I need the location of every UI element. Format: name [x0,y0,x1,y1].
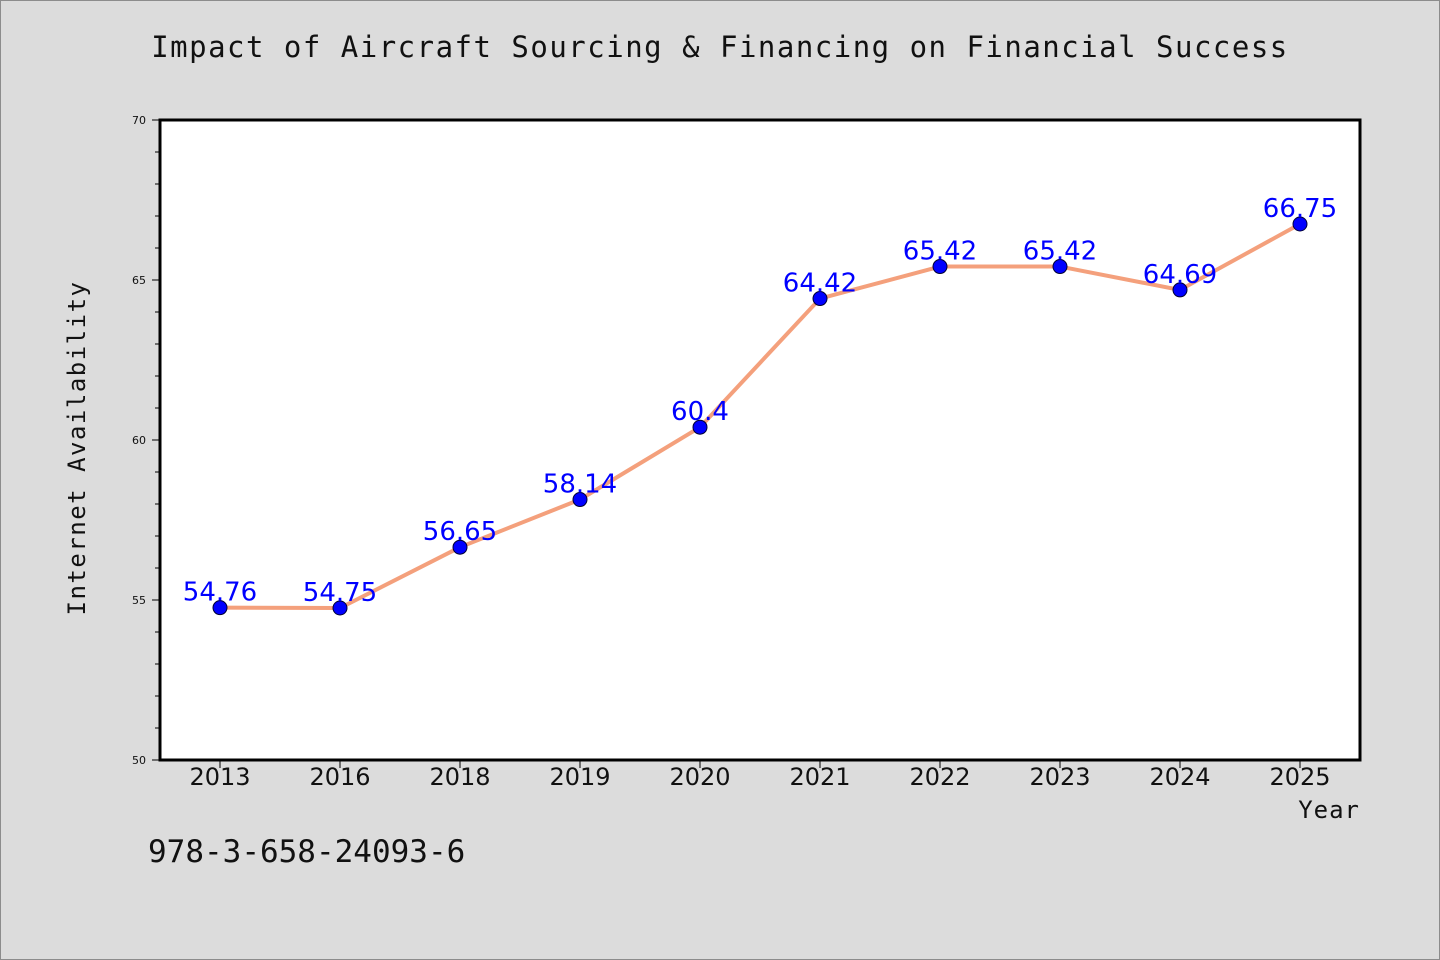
data-label: 56.65 [423,517,497,547]
data-label: 54.76 [183,578,257,608]
x-axis-label: Year [1298,796,1360,824]
y-tick-label: 65 [132,274,146,287]
x-tick-label: 2018 [429,763,490,791]
data-label: 65.42 [1023,237,1097,267]
data-point [212,600,228,616]
data-label: 64.69 [1143,260,1217,290]
data-label: 65.42 [903,237,977,267]
plot-area [158,118,1362,762]
data-label: 66.75 [1263,194,1337,224]
data-point [692,419,708,435]
y-tick-label: 55 [132,594,146,607]
data-point [1052,259,1068,275]
x-tick-label: 2024 [1149,763,1210,791]
x-tick-label: 2013 [189,763,250,791]
data-point [1292,216,1308,232]
data-label: 58.14 [543,470,617,500]
x-tick-label: 2022 [909,763,970,791]
data-label: 60.4 [671,397,729,427]
y-tick-label: 70 [132,114,146,127]
x-tick-label: 2016 [309,763,370,791]
chart-title: Impact of Aircraft Sourcing & Financing … [151,30,1289,64]
x-tick-label: 2019 [549,763,610,791]
x-tick-label: 2021 [789,763,850,791]
isbn-watermark: 978-3-658-24093-6 [148,834,466,870]
data-label: 54.75 [303,578,377,608]
data-point [452,539,468,555]
y-tick-label: 50 [132,754,146,767]
x-tick-label: 2020 [669,763,730,791]
data-point [572,492,588,508]
x-tick-label: 2025 [1269,763,1330,791]
series-line [219,222,1301,610]
y-tick-label: 60 [132,434,146,447]
data-point [932,259,948,275]
data-point [1172,282,1188,298]
data-label: 64.42 [783,269,857,299]
data-point [332,600,348,616]
x-tick-label: 2023 [1029,763,1090,791]
data-point [812,291,828,307]
